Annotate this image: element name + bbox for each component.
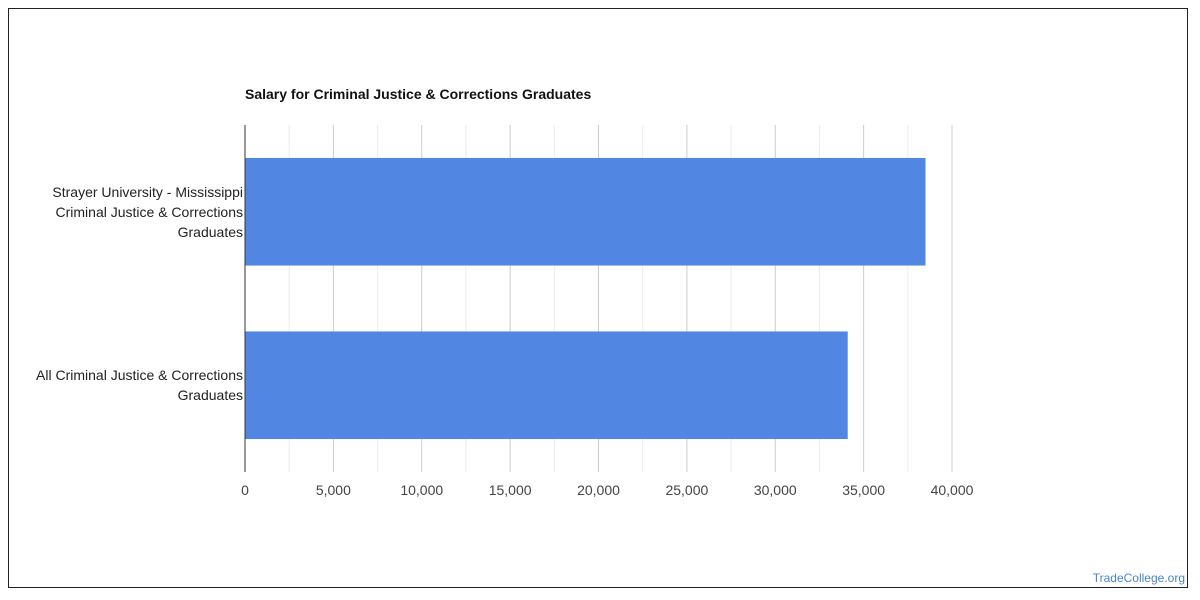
x-tick-label: 20,000 [577, 482, 620, 498]
category-label: All Criminal Justice & Corrections Gradua… [7, 365, 243, 405]
watermark[interactable]: TradeCollege.org [1092, 571, 1185, 585]
category-label-line: Graduates [177, 387, 243, 404]
x-tick-label: 0 [241, 482, 249, 498]
chart-title: Salary for Criminal Justice & Correction… [245, 86, 592, 102]
x-tick-label: 5,000 [316, 482, 351, 498]
bar-1 [245, 157, 926, 266]
bar-2 [245, 331, 848, 440]
x-tick-label: 25,000 [665, 482, 708, 498]
x-tick-label: 10,000 [400, 482, 443, 498]
category-label-line: Graduates [177, 223, 243, 240]
x-tick-label: 30,000 [754, 482, 797, 498]
category-label-line: Strayer University - Mississippi [52, 183, 243, 200]
category-label: Strayer University - Mississippi Criminal… [7, 182, 243, 242]
category-label-line: All Criminal Justice & Corrections [36, 367, 243, 384]
x-tick-label: 35,000 [842, 482, 885, 498]
x-tick-label: 40,000 [931, 482, 974, 498]
category-label-line: Criminal Justice & Corrections [55, 203, 244, 220]
x-tick-label: 15,000 [489, 482, 532, 498]
